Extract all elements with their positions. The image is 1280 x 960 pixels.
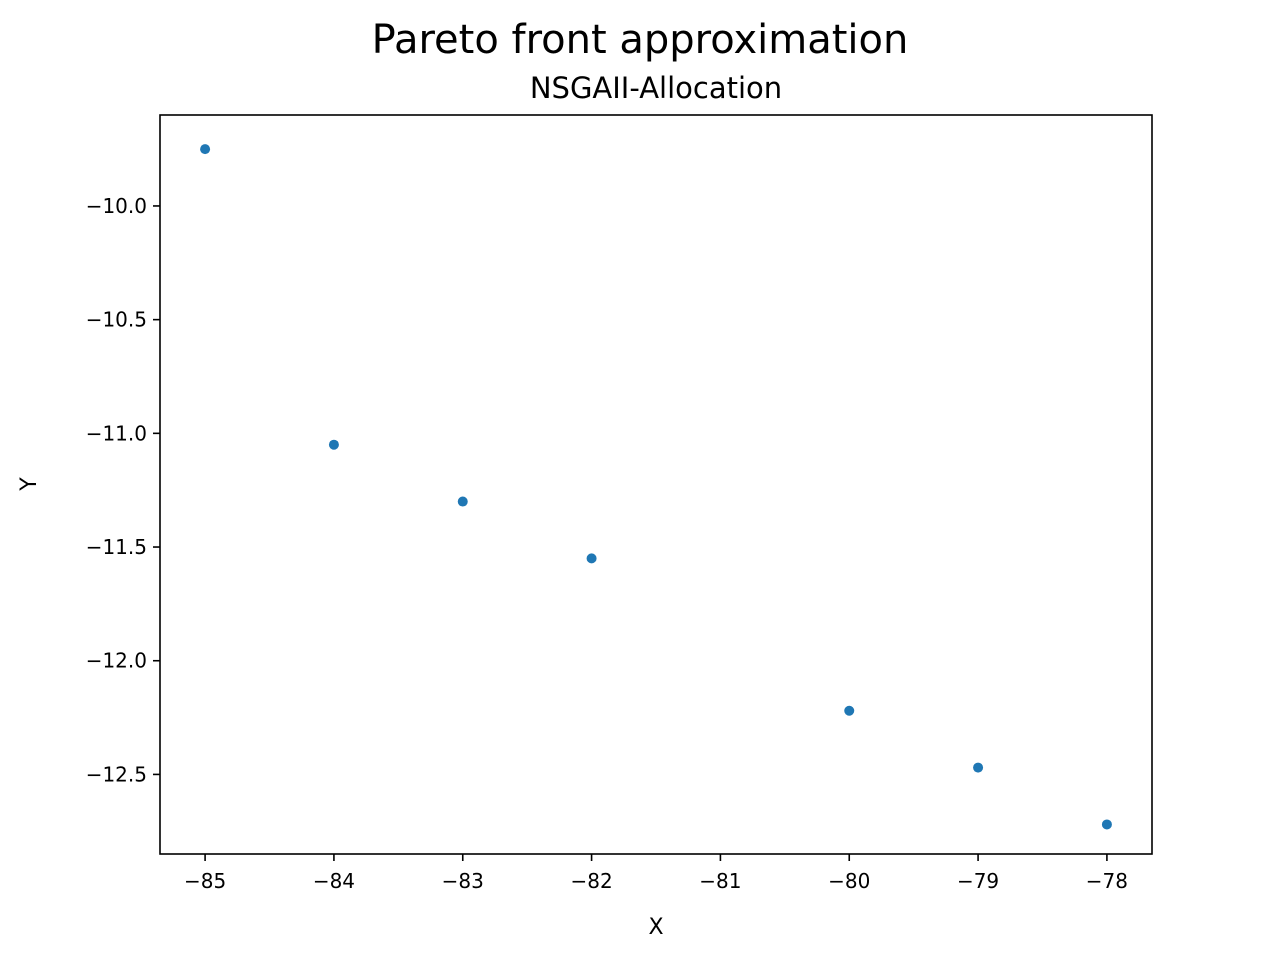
data-point (973, 762, 984, 773)
chart-subtitle: NSGAII-Allocation (530, 71, 782, 105)
y-axis-ticks: −10.0 −10.5 −11.0 −11.5 −12.0 −12.5 (86, 194, 160, 786)
plot-frame (159, 114, 1153, 855)
data-point (457, 496, 468, 507)
x-axis-label: X (648, 915, 663, 940)
data-point (586, 553, 597, 564)
chart-title: Pareto front approximation (372, 17, 909, 63)
x-tick-label: −79 (957, 869, 999, 893)
y-axis-label: Y (17, 477, 42, 492)
x-tick-label: −83 (442, 869, 484, 893)
data-point (328, 439, 339, 450)
data-point (844, 705, 855, 716)
x-tick-label: −84 (313, 869, 355, 893)
scatter-points (200, 144, 1112, 830)
plot-area (160, 115, 1152, 854)
y-tick-label: −12.0 (86, 649, 147, 673)
x-tick-label: −81 (699, 869, 741, 893)
x-tick-label: −85 (184, 869, 226, 893)
x-tick-label: −78 (1086, 869, 1128, 893)
x-tick-label: −80 (828, 869, 870, 893)
y-tick-label: −12.5 (86, 762, 147, 786)
y-tick-label: −10.0 (86, 194, 147, 218)
x-tick-label: −82 (570, 869, 612, 893)
y-tick-label: −11.5 (86, 535, 147, 559)
data-point (200, 144, 211, 155)
y-tick-label: −11.0 (86, 421, 147, 445)
x-axis-ticks: −85 −84 −83 −82 −81 −80 −79 −78 (184, 854, 1128, 893)
y-tick-label: −10.5 (86, 308, 147, 332)
data-point (1101, 819, 1112, 830)
